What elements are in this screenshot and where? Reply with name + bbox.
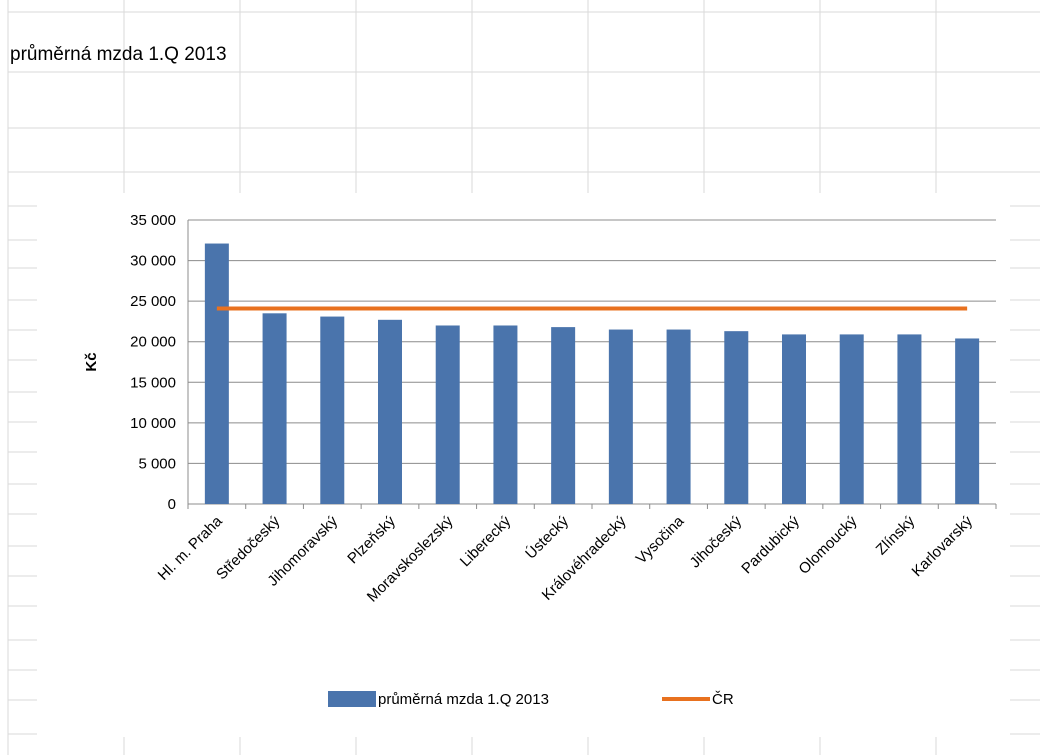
y-axis-title: Kč xyxy=(83,352,100,371)
bar-10[interactable] xyxy=(782,334,806,504)
bar-chart: 0 5 000 10 000 15 000 20 000 25 000 30 000 35 0… xyxy=(83,212,997,708)
y-tick-label-2: 10 000 xyxy=(130,415,176,432)
x-tick-label-8: Vysočina xyxy=(633,512,688,567)
legend-bar-label: průměrná mzda 1.Q 2013 xyxy=(378,691,549,708)
bar-0[interactable] xyxy=(204,243,229,504)
bar-11[interactable] xyxy=(839,334,864,504)
y-tick-label-5: 25 000 xyxy=(130,293,176,310)
y-tick-label-6: 30 000 xyxy=(130,253,176,270)
chart-area[interactable]: 0 5 000 10 000 15 000 20 000 25 000 30 000 35 0… xyxy=(37,193,1010,737)
x-tick-label-10: Pardubický xyxy=(738,512,803,577)
bar-9[interactable] xyxy=(724,331,749,504)
bar-3[interactable] xyxy=(378,319,402,504)
bar-2[interactable] xyxy=(320,316,345,504)
x-tick-label-3: Plzeňský xyxy=(344,512,399,567)
y-tick-label-0: 0 xyxy=(168,496,176,513)
x-tick-label-6: Ústecký xyxy=(522,512,572,562)
x-tick-label-13: Karlovarský xyxy=(909,512,977,580)
legend-bar-swatch xyxy=(328,691,376,707)
x-tick-label-12: Zlínský xyxy=(873,512,919,558)
x-tick-label-5: Liberecký xyxy=(457,512,515,570)
bar-12[interactable] xyxy=(897,334,922,504)
cell-title-text[interactable]: průměrná mzda 1.Q 2013 xyxy=(10,44,227,65)
x-tick-label-9: Jihočeský xyxy=(687,512,746,571)
y-tick-label-4: 20 000 xyxy=(130,334,176,351)
x-tick-label-11: Olomoucký xyxy=(795,512,860,577)
bar-1[interactable] xyxy=(262,313,287,504)
y-tick-label-1: 5 000 xyxy=(138,455,176,472)
bar-13[interactable] xyxy=(955,338,980,504)
bar-7[interactable] xyxy=(608,329,633,504)
bar-8[interactable] xyxy=(666,329,691,504)
y-tick-label-3: 15 000 xyxy=(130,374,176,391)
bar-4[interactable] xyxy=(435,325,460,504)
y-tick-label-7: 35 000 xyxy=(130,212,176,229)
legend-line-label: ČR xyxy=(712,691,734,708)
bar-6[interactable] xyxy=(551,327,576,504)
bar-5[interactable] xyxy=(493,325,518,504)
